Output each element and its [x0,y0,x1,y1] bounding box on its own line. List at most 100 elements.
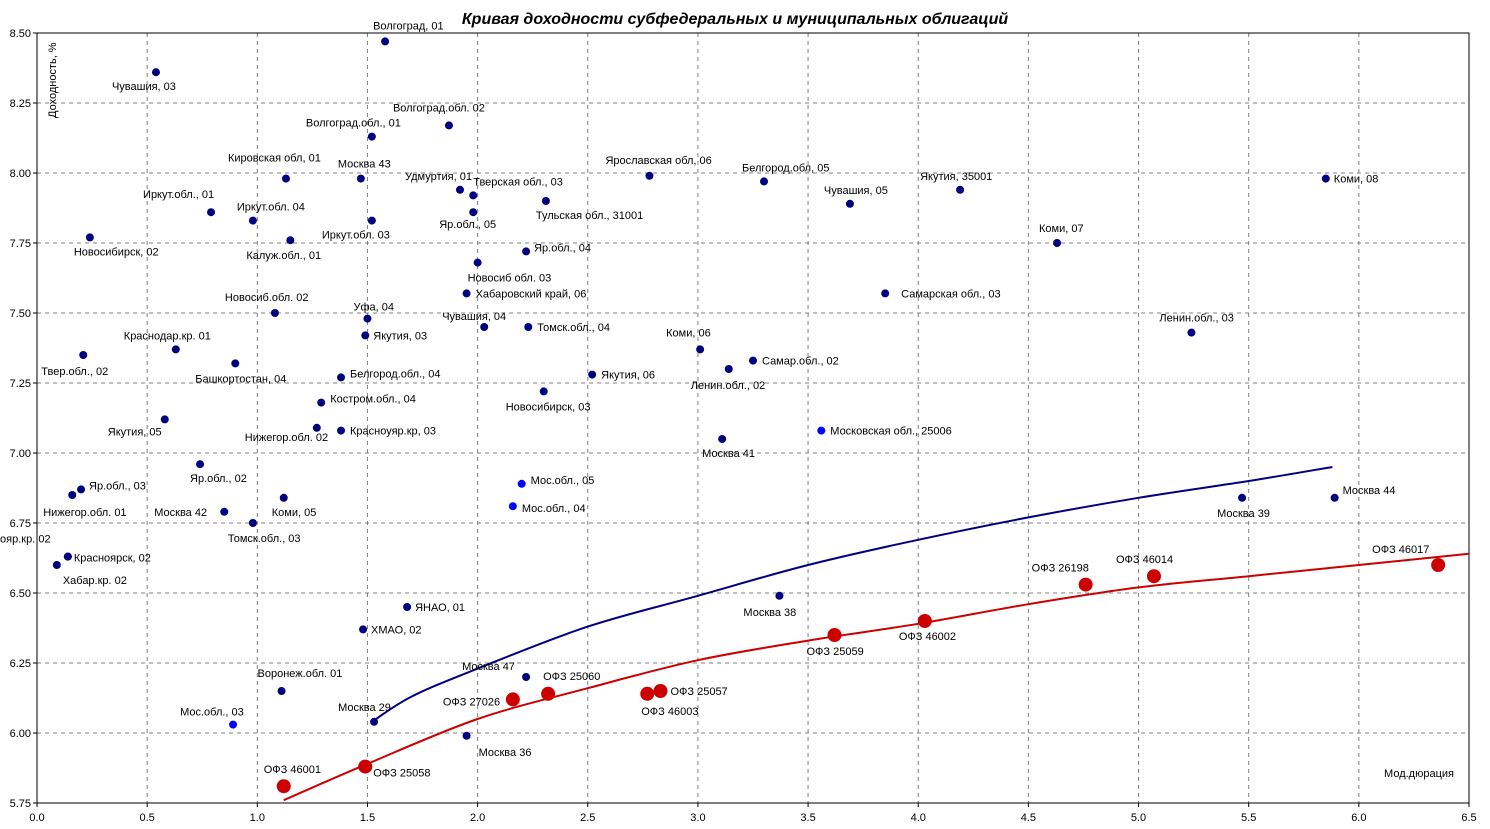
ofz-point [653,684,668,698]
ofz-point [640,686,655,701]
bond-point [462,289,471,298]
bond-point [248,519,257,527]
point-label: ОФЗ 46002 [899,631,956,643]
bond-point [171,345,180,354]
point-label: Коми, 07 [1039,223,1084,235]
point-label: ОФЗ 25057 [670,686,727,698]
point-label: Калуж.обл., 01 [246,250,321,262]
ofz-trend-curve [283,552,1470,802]
y-tick-label: 5.75 [10,798,31,810]
point-label: Яр.обл., 02 [190,473,247,485]
bond-point [508,502,517,511]
ofz-point [1146,569,1161,584]
point-label: Мос.обл., 03 [180,707,244,719]
bond-point [381,37,390,46]
point-label: Москва 39 [1217,508,1270,520]
point-label: Хабаровский край, 06 [476,288,587,300]
point-label: Ленин.обл., 03 [1159,313,1233,325]
bond-point [588,370,597,379]
point-label: Самарская обл., 03 [901,288,1000,300]
x-tick-label: 2.5 [580,812,595,824]
point-label: ОФЗ 46014 [1116,554,1173,566]
point-label: Волгоград.обл., 01 [306,118,401,130]
bond-point [1238,493,1247,502]
axis-ticks: 0.0 0.5 1.0 1.5 2.0 2.5 3.0 3.5 4.0 4.5 5.0 5.5 6.0 6… [10,28,1477,824]
x-axis-label: Мод.дюрация [1384,768,1454,780]
x-tick-label: 3.0 [690,812,705,824]
y-tick-label: 7.00 [10,448,31,460]
grid [37,33,1469,803]
point-label: Нижегор.обл. 02 [245,432,328,444]
bond-point [248,216,257,225]
point-label: Белгород.обл, 05 [742,162,829,174]
point-label: Ленин.обл., 02 [691,380,765,392]
point-label: ОФЗ 25058 [373,768,430,780]
point-label: Чувашия, 04 [442,311,506,323]
point-label: Ярославская обл, 06 [605,155,711,167]
bond-point [539,387,548,396]
point-label: Иркут.обл., 01 [143,189,214,201]
point-label: ОФЗ 26198 [1032,563,1089,575]
point-label: Удмуртия, 01 [405,171,472,183]
bond-point [444,121,453,130]
bond-point [473,258,482,267]
x-tick-label: 0.5 [140,812,155,824]
bond-point [359,625,368,634]
point-label: Коми, 05 [272,507,317,519]
point-label: Красноуяр.кр, 03 [350,426,436,438]
bond-point [455,185,464,194]
bond-point [207,208,216,217]
x-tick-label: 1.0 [250,812,265,824]
y-axis-label: Доходность, % [47,42,59,118]
point-label: Иркут.обл. 04 [237,202,305,214]
point-label: Москва 44 [1343,485,1396,497]
x-tick-label: 6.0 [1351,812,1366,824]
point-label: Иркут.обл. 03 [322,230,390,242]
bond-point [462,731,471,740]
x-tick-label: 0.0 [29,812,44,824]
y-tick-label: 6.50 [10,588,31,600]
point-label: Нижегор.обл. 01 [43,507,126,519]
point-label: Яр.обл., 04 [534,242,591,254]
bond-point [286,236,295,245]
plot-frame [36,32,1470,804]
point-label: Краснодар.кр. 01 [124,330,211,342]
ofz-point [505,692,520,707]
ofz-point [1431,558,1446,572]
bond-point [337,426,346,435]
point-label: Хабар.кр. 02 [63,575,127,587]
bond-point [281,174,290,183]
bond-point [312,423,321,432]
bond-point [645,171,654,180]
bond-point [724,365,733,373]
point-label: ОФЗ 46017 [1372,544,1429,556]
bond-point [403,603,412,611]
x-tick-label: 5.0 [1131,812,1146,824]
point-label: Москва 29 [338,702,391,714]
bond-point [1187,328,1196,337]
bond-point [524,323,533,331]
point-label: ОФЗ 27026 [443,696,500,708]
point-label: Костром.обл., 04 [330,394,416,406]
bond-point [956,185,965,194]
y-tick-label: 7.25 [10,378,31,390]
bond-point [196,460,205,469]
point-label: ОФЗ 46003 [641,706,698,718]
bond-point [79,351,88,359]
point-label: Москва 38 [743,607,796,619]
bond-point [469,191,478,200]
bond-point [469,208,478,217]
bond-point [881,289,890,298]
bond-point [277,687,286,695]
x-tick-label: 4.5 [1021,812,1036,824]
point-label: Томск.обл., 03 [228,533,301,545]
point-label: Воронеж.обл. 01 [258,668,343,680]
point-label: Чувашия, 03 [112,81,176,93]
x-tick-label: 3.5 [800,812,815,824]
point-label: Москва 43 [338,159,391,171]
bond-point [317,398,326,407]
bond-point [356,174,365,183]
bond-point [270,309,279,317]
point-label: Твер.обл., 02 [41,366,108,378]
